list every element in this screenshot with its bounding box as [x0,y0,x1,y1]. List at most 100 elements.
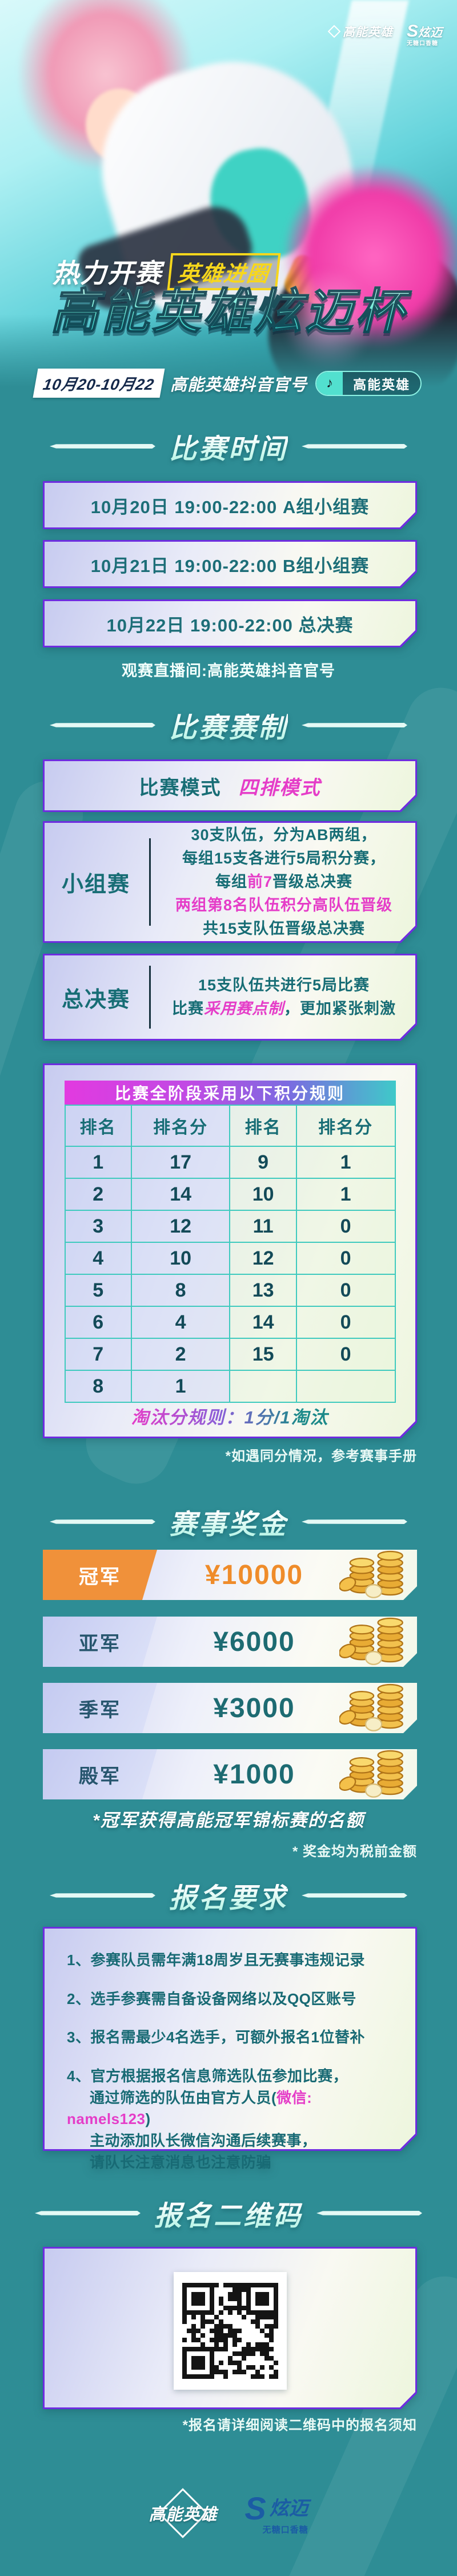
card-bg [45,761,415,810]
finals-card: 总决赛 15支队伍共进行5局比赛 比赛采用赛点制，更加紧张刺激 [43,954,417,1041]
cell: 15 [229,1338,297,1371]
cell: 10 [229,1178,297,1211]
xuanmai-s: S [406,22,418,41]
finals-line: 15支队伍共进行5局比赛 [198,976,370,994]
requirement-line: 通过筛选的队伍由官方人员(微信: namels123) [67,2089,312,2128]
header-line-left [34,2211,141,2215]
requirements-card: 1、参赛队员需年满18周岁且无赛事违规记录 2、选手参赛需自备设备网络以及QQ区… [43,1927,417,2171]
xuanmai-logo: S炫迈 无糖口香糖 [407,23,442,47]
cell: 3 [64,1210,132,1243]
cell: 1 [130,1370,231,1403]
cell: 1 [295,1146,396,1179]
table-row: 4 10 12 0 [64,1242,396,1275]
diamond-icon [327,25,341,38]
tie-note: *如遇同分情况，参考赛事手册 [225,1449,417,1464]
mode-label: 比赛模式 [139,777,222,799]
cell: 2 [130,1338,231,1371]
prize-rank-label: 冠军 [43,1550,157,1600]
col-header: 排名 [229,1105,297,1147]
prize-rank-label: 季军 [43,1683,157,1733]
xuanmai-footer-logo: S 炫迈 无糖口香糖 [244,2490,308,2535]
coins-icon [339,1683,403,1731]
cell: 8 [64,1370,132,1403]
finals-line: ，更加紧张刺激 [284,1000,396,1017]
header-line-left [49,1519,155,1524]
schedule-card-2: 10月21日 19:00-22:00 B组小组赛 [43,540,417,588]
date-badge: 10月20-10月22 [33,369,165,398]
format-header-text: 比赛赛制 [169,705,288,745]
col-header: 排名分 [130,1105,231,1147]
channel-text: 高能英雄抖音官号 [170,375,308,394]
qr-note: *报名请详细阅读二维码中的报名须知 [182,2418,417,2433]
qr-code [182,2283,278,2379]
requirements-header-text: 报名要求 [169,1875,288,1915]
prize-amount: ¥1000 [213,1759,295,1790]
requirement-line: 4、官方根据报名信息筛选队伍参加比赛， [67,2067,348,2085]
cell: 6 [64,1306,132,1339]
cell: 14 [130,1178,231,1211]
hero-art [0,0,457,400]
tax-note: * 奖金均为税前金额 [292,1844,417,1859]
xuanmai-logo-text: 炫迈 [418,26,442,39]
points-table-title: 比赛全阶段采用以下积分规则 [64,1081,396,1105]
cell: 4 [64,1242,132,1275]
card-bg [45,823,415,941]
hero-logos: 高能英雄 S炫迈 无糖口香糖 [327,23,442,47]
prizes-header-text: 赛事奖金 [169,1502,288,1542]
finals-line: 比赛 [172,1000,204,1017]
section-header-prizes: 赛事奖金 [0,1502,457,1542]
section-header-format: 比赛赛制 [0,705,457,745]
gaoneng-logo-text: 高能英雄 [342,26,393,39]
table-row: 7 2 15 0 [64,1338,396,1371]
requirement-line: 主动添加队长微信沟通后续赛事， [90,2132,317,2150]
requirement-item-1: 1、参赛队员需年满18周岁且无赛事违规记录 [67,1951,365,1969]
points-table: 比赛全阶段采用以下积分规则 排名 排名分 排名 排名分 1 17 9 1 2 14 10 1… [64,1081,396,1429]
cell: 11 [229,1210,297,1243]
table-row: 2 14 10 1 [64,1178,396,1211]
finals-body: 15支队伍共进行5局比赛 比赛采用赛点制，更加紧张刺激 [151,974,417,1021]
cell: 4 [130,1306,231,1339]
cell: 1 [64,1146,132,1179]
header-line-right [302,1893,407,1898]
col-header: 排名分 [295,1105,396,1147]
requirement-item-3: 3、报名需最少4名选手，可额外报名1位替补 [67,2029,365,2046]
cell: 8 [130,1274,231,1307]
xuanmai-footer-text: 炫迈 [269,2497,308,2519]
finals-line-highlight: 采用赛点制 [204,1000,284,1017]
cell: 0 [295,1210,396,1243]
cell: 7 [64,1338,132,1371]
header-line-left [49,723,155,727]
xuanmai-s: S [244,2490,266,2526]
prize-row-fourth: 殿军 ¥1000 [43,1749,417,1799]
card-bg [45,542,415,586]
group-line-highlight: 前7 [247,873,273,890]
table-row: 1 17 9 1 [64,1146,396,1179]
prize-rank-label: 殿军 [43,1749,157,1799]
cell: 0 [295,1338,396,1371]
group-stage-label: 小组赛 [61,873,130,897]
xuanmai-footer-sub: 无糖口香糖 [262,2525,308,2535]
cell: 12 [130,1210,231,1243]
cell: 5 [64,1274,132,1307]
schedule-header-text: 比赛时间 [169,426,288,466]
qr-card [43,2247,417,2409]
requirement-line: 请队长注意消息也注意防骗 [90,2153,272,2171]
requirement-item-2: 2、选手参赛需自备设备网络以及QQ区账号 [67,1990,356,2007]
col-header: 排名 [64,1105,132,1147]
cell: 14 [229,1306,297,1339]
prize-amount: ¥6000 [213,1626,295,1657]
prize-amount: ¥10000 [205,1559,304,1590]
cell: 1 [295,1178,396,1211]
mode-value: 四排模式 [238,777,321,799]
group-stage-card: 小组赛 30支队伍，分为AB两组， 每组15支各进行5局积分赛， 每组前7晋级总… [43,821,417,943]
footer-logos: 高能英雄 S 炫迈 无糖口香糖 [0,2485,457,2542]
main-title: 高能英雄炫迈杯 [0,284,457,339]
schedule-card-1: 10月20日 19:00-22:00 A组小组赛 [43,481,417,529]
date-row: 10月20-10月22 高能英雄抖音官号 ♪ 高能英雄 [0,369,457,398]
group-line: 晋级总决赛 [272,873,353,890]
header-line-right [302,723,407,727]
group-line: 每组 [215,873,247,890]
table-row: 6 4 14 0 [64,1306,396,1339]
prize-row-champion: 冠军 ¥10000 [43,1550,417,1600]
